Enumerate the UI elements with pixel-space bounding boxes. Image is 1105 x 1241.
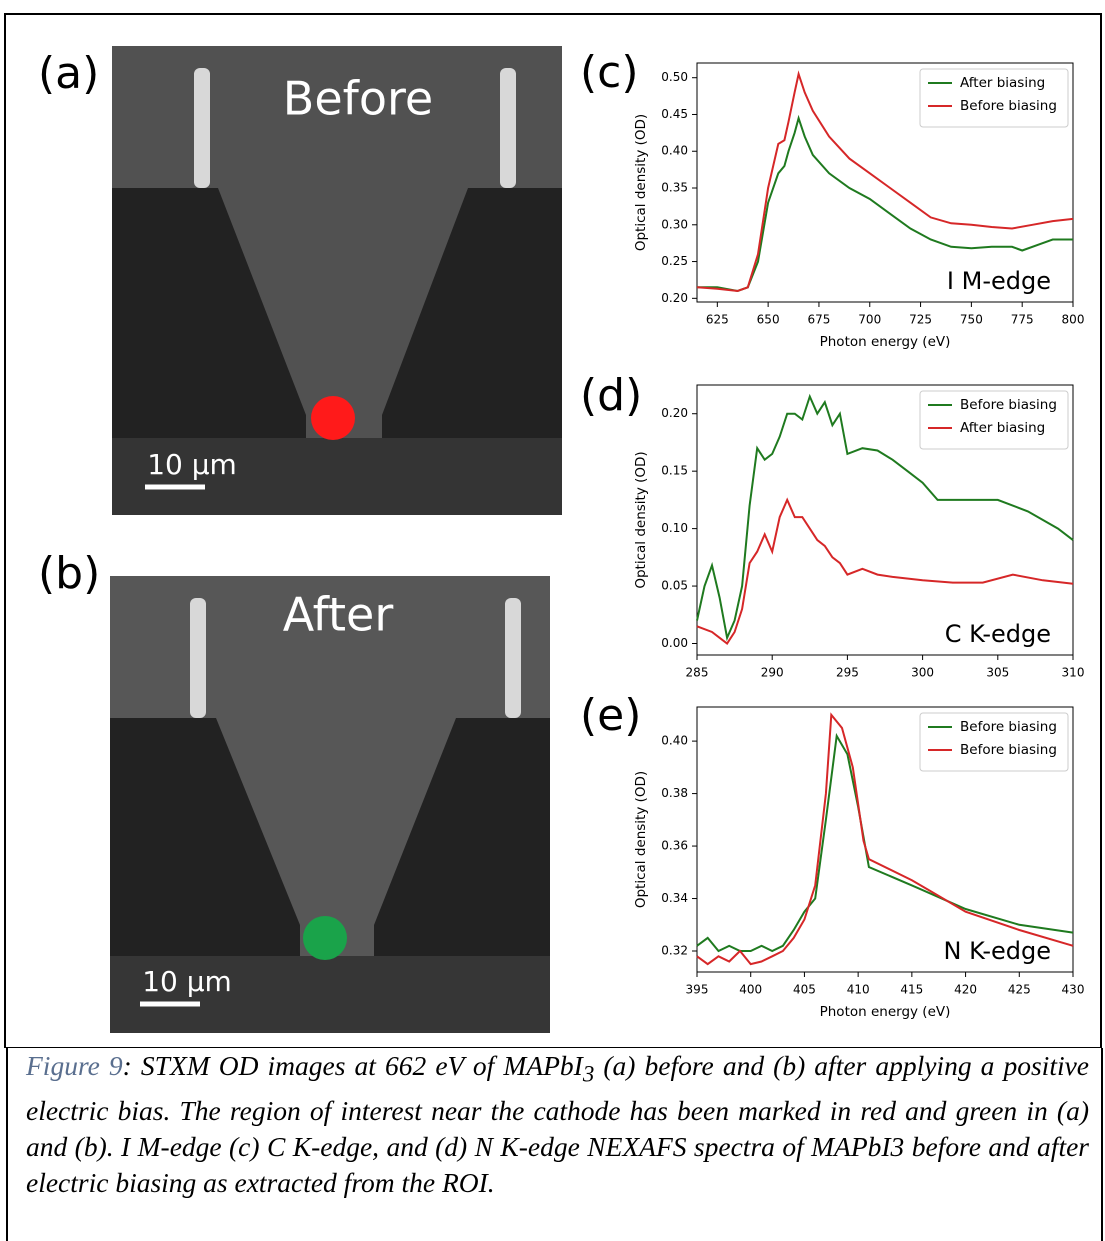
x-tick-label: 425: [1008, 983, 1031, 997]
image-title: After: [283, 588, 394, 642]
panel-label: (a): [38, 48, 99, 99]
x-tick-label: 290: [761, 666, 784, 680]
y-axis-label: Optical density (OD): [633, 451, 649, 588]
y-tick-label: 0.05: [661, 579, 688, 593]
x-tick-label: 650: [757, 313, 780, 327]
x-tick-label: 800: [1062, 313, 1085, 327]
y-axis-label: Optical density (OD): [633, 771, 649, 908]
x-tick-label: 420: [954, 983, 977, 997]
legend-label: After biasing: [960, 75, 1045, 91]
x-tick-label: 405: [793, 983, 816, 997]
x-tick-label: 395: [686, 983, 709, 997]
legend-box: [919, 68, 1069, 128]
legend-label: Before biasing: [960, 98, 1057, 114]
annotation: C K-edge: [945, 620, 1051, 648]
annotation: I M-edge: [947, 267, 1051, 295]
y-tick-label: 0.20: [661, 291, 688, 305]
legend-label: Before biasing: [960, 719, 1057, 735]
legend-label: Before biasing: [960, 397, 1057, 413]
data-line: [696, 70, 1074, 293]
legend-label: After biasing: [960, 420, 1045, 436]
y-tick-label: 0.38: [661, 786, 688, 800]
image-after: After 10 µm: [110, 576, 550, 1033]
x-tick-label: 775: [1011, 313, 1034, 327]
x-tick-label: 430: [1062, 983, 1085, 997]
legend-box: [919, 390, 1069, 450]
y-tick-label: 0.20: [661, 406, 688, 420]
y-tick-label: 0.32: [661, 944, 688, 958]
plot-area: [696, 706, 1074, 973]
plot-area: [696, 62, 1074, 303]
scale-label: 10 µm: [147, 448, 237, 481]
data-line: [696, 393, 1074, 642]
y-tick-label: 0.50: [661, 70, 688, 84]
x-tick-label: 700: [858, 313, 881, 327]
x-tick-label: 750: [960, 313, 983, 327]
panel-label: (c): [580, 47, 639, 98]
x-tick-label: 400: [739, 983, 762, 997]
y-tick-label: 0.36: [661, 839, 688, 853]
x-tick-label: 625: [706, 313, 729, 327]
caption: Figure 9: STXM OD images at 662 eV of MA…: [6, 1048, 1103, 1241]
x-axis-label: Photon energy (eV): [820, 334, 951, 350]
x-tick-label: 675: [807, 313, 830, 327]
data-line: [696, 497, 1074, 645]
panel-label: (e): [580, 690, 641, 741]
data-line: [696, 732, 1074, 953]
data-line: [697, 114, 1073, 293]
x-tick-label: 725: [909, 313, 932, 327]
caption-label: Figure 9: [26, 1050, 123, 1081]
y-tick-label: 0.45: [661, 107, 688, 121]
y-tick-label: 0.40: [661, 144, 688, 158]
x-tick-label: 310: [1062, 666, 1085, 680]
y-tick-label: 0.10: [661, 521, 688, 535]
caption-subscript: 3: [582, 1061, 595, 1087]
annotation: N K-edge: [944, 937, 1051, 965]
plot-area: [696, 384, 1074, 656]
y-tick-label: 0.35: [661, 181, 688, 195]
caption-text: : STXM OD images at 662 eV of MAPbI: [122, 1050, 583, 1081]
y-tick-label: 0.34: [661, 891, 688, 905]
x-tick-label: 305: [986, 666, 1009, 680]
scale-label: 10 µm: [142, 965, 232, 998]
y-axis-label: Optical density (OD): [633, 114, 649, 251]
image-before: Before 10 µm: [112, 46, 562, 515]
x-tick-label: 285: [686, 666, 709, 680]
y-tick-label: 0.00: [661, 636, 688, 650]
legend-box: [919, 712, 1069, 772]
x-tick-label: 300: [911, 666, 934, 680]
panel-label: (b): [38, 548, 100, 599]
caption-text: (a) before and (b) after applying a posi…: [26, 1050, 1090, 1198]
y-tick-label: 0.15: [661, 464, 688, 478]
y-tick-label: 0.30: [661, 217, 688, 231]
figure-panels: Before 10 µm (a) After 10 µm (b) 625 650 6…: [4, 13, 1102, 1049]
legend-label: Before biasing: [960, 742, 1057, 758]
x-tick-label: 415: [900, 983, 923, 997]
x-tick-label: 410: [847, 983, 870, 997]
panel-label: (d): [580, 370, 642, 421]
data-line: [696, 712, 1074, 966]
image-title: Before: [283, 72, 433, 126]
y-tick-label: 0.40: [661, 734, 688, 748]
x-axis-label: Photon energy (eV): [820, 1004, 951, 1020]
y-tick-label: 0.25: [661, 254, 688, 268]
x-tick-label: 295: [836, 666, 859, 680]
